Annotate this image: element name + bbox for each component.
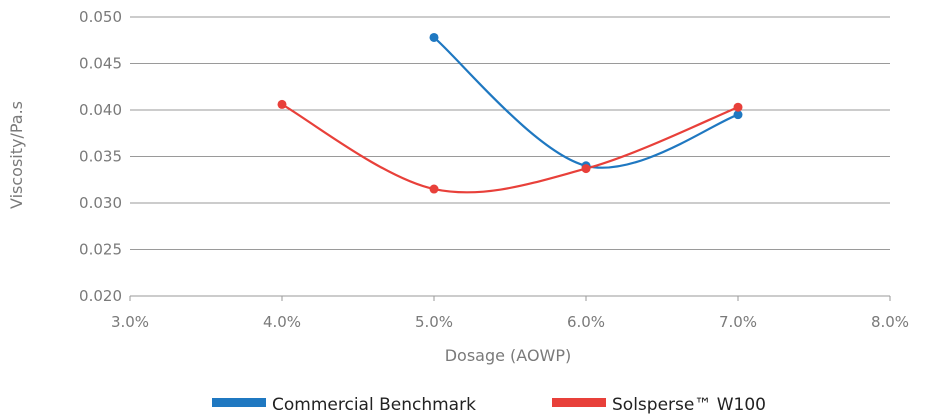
y-tick-label: 0.040	[79, 101, 122, 119]
gridlines	[129, 16, 891, 301]
x-tick-label: 8.0%	[871, 313, 909, 331]
y-tick-label: 0.050	[79, 8, 122, 26]
x-tick-label: 7.0%	[719, 313, 757, 331]
x-tick-label: 5.0%	[415, 313, 453, 331]
y-tick-label: 0.045	[79, 55, 122, 73]
y-tick-label: 0.025	[79, 241, 122, 259]
y-tick-labels: 0.020 0.025 0.030 0.035 0.040 0.045 0.050	[79, 8, 122, 305]
x-tick-label: 6.0%	[567, 313, 605, 331]
data-point-solsperse-w100	[277, 99, 287, 109]
x-tick-label: 3.0%	[111, 313, 149, 331]
x-axis-title: Dosage (AOWP)	[445, 346, 572, 365]
x-tick-labels: 3.0% 4.0% 5.0% 6.0% 7.0% 8.0%	[111, 313, 909, 331]
legend-swatch-commercial-benchmark	[212, 398, 266, 407]
data-point-commercial-benchmark	[733, 110, 743, 120]
series-line-commercial-benchmark	[433, 36, 739, 169]
legend-label-solsperse-w100: Solsperse™ W100	[612, 395, 766, 415]
legend: Commercial Benchmark Solsperse™ W100	[212, 395, 766, 415]
data-points	[277, 32, 743, 194]
data-point-commercial-benchmark	[429, 32, 439, 42]
data-point-solsperse-w100	[581, 164, 591, 174]
series-line-solsperse-w100	[281, 103, 739, 194]
series-lines	[281, 36, 739, 194]
x-tick-label: 4.0%	[263, 313, 301, 331]
y-tick-label: 0.020	[79, 287, 122, 305]
data-point-solsperse-w100	[733, 102, 743, 112]
y-tick-label: 0.035	[79, 148, 122, 166]
y-axis-title: Viscosity/Pa.s	[7, 101, 26, 209]
y-tick-label: 0.030	[79, 194, 122, 212]
legend-label-commercial-benchmark: Commercial Benchmark	[272, 395, 476, 415]
data-point-solsperse-w100	[429, 184, 439, 194]
legend-swatch-solsperse-w100	[552, 398, 606, 407]
